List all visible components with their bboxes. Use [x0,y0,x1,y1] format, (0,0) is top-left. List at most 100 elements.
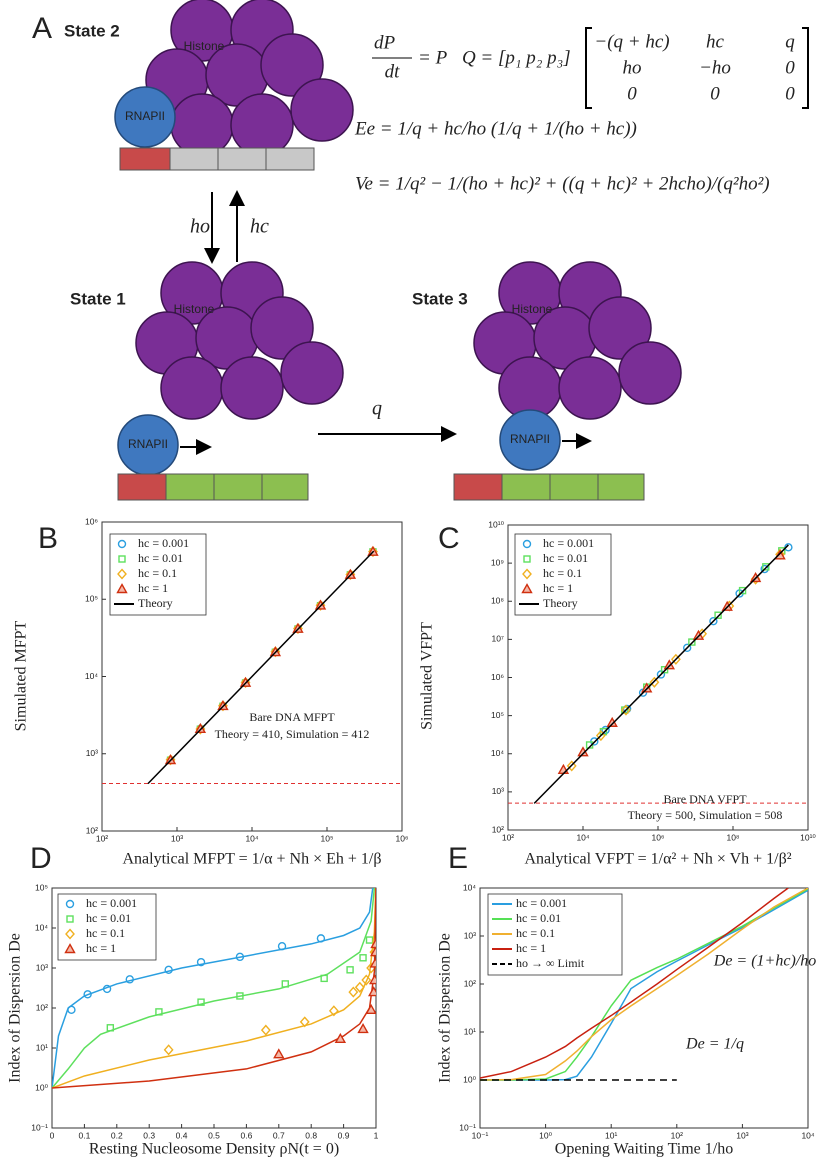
rnapii-label: RNAPII [125,109,165,123]
histone [260,33,324,97]
marker [641,682,653,693]
y-tick-label: 10⁴ [35,922,48,932]
x-tick-label: 1 [374,1130,379,1140]
histone [250,296,314,360]
x-tick-label: 0.1 [78,1130,90,1140]
y-tick-label: 10⁻¹ [459,1122,476,1132]
panel-letter: B [38,522,58,555]
y-tick-label: 10⁵ [85,594,98,604]
line [480,889,808,1081]
promoter [453,473,503,501]
x-tick-label: 0.7 [273,1130,285,1140]
dna-segment [265,147,315,171]
matrix-entry: 0 [785,83,795,104]
marker [354,981,365,993]
marker [116,583,128,594]
y-tick-label: 10³ [492,786,504,796]
marker [236,992,244,1000]
y-tick-label: 10⁷ [491,634,504,644]
histone [588,296,652,360]
annotation: Theory = 410, Simulation = 412 [215,727,370,741]
y-tick-label: 10³ [464,930,476,940]
line [480,888,808,1081]
x-tick-label: 0.2 [111,1130,123,1140]
x-tick-label: 0 [50,1130,55,1140]
rnapii-label: RNAPII [510,432,550,446]
histone-label: Histone [174,302,215,316]
state-label: State 3 [412,289,468,308]
y-tick-label: 10⁶ [85,516,98,526]
marker [370,937,376,949]
x-tick-label: 10⁴ [576,832,589,842]
histone [160,356,224,420]
marker [235,952,245,962]
legend-label: hc = 0.1 [138,566,177,580]
histone [558,356,622,420]
marker [299,1016,310,1028]
histone-label: Histone [512,302,553,316]
y-tick-label: 10² [492,824,504,834]
x-tick-label: 10² [502,832,514,842]
promoter [119,147,171,171]
marker [738,586,747,595]
y-axis-label: Index of Dispersion De [437,933,454,1083]
marker [688,638,696,646]
annotation: De = (1+hc)/ho [713,953,816,970]
marker [348,986,359,998]
dna-segment [165,473,215,501]
dna-segment [213,473,263,501]
x-tick-label: 10⁶ [396,833,409,843]
marker [621,704,631,716]
line [533,544,789,804]
x-tick-label: 10⁸ [726,832,739,842]
marker [595,730,606,742]
marker [762,563,770,571]
rate-label: hc [250,216,269,238]
marker [106,1024,115,1032]
legend-label: hc = 1 [138,581,168,595]
y-tick-label: 10⁰ [35,1082,48,1092]
legend-label: hc = 0.001 [138,536,189,550]
equation-part: dP⃗ [374,32,410,53]
marker [365,936,374,944]
legend-label: hc = 0.1 [86,926,125,940]
marker [369,946,376,957]
rate-label: ho [190,216,210,238]
legend-label: Theory [543,596,578,610]
panel-letter: C [438,522,460,555]
line [147,550,375,785]
marker [316,934,326,943]
y-tick-label: 10⁶ [491,672,504,682]
x-tick-label: 0.8 [305,1130,317,1140]
dna-segment [261,473,309,501]
matrix-bracket [585,27,809,109]
marker [65,899,75,909]
matrix-entry: hc [706,31,725,52]
promoter [117,473,167,501]
marker [521,583,533,594]
y-tick-label: 10¹⁰ [488,519,504,529]
x-tick-label: 10⁵ [321,833,334,843]
y-tick-label: 10⁵ [35,882,48,892]
y-axis-label: Index of Dispersion De [7,933,24,1083]
histone-label: Histone [184,39,225,53]
y-axis-label: Simulated VFPT [419,622,436,730]
y-tick-label: 10⁴ [491,748,504,758]
marker [118,555,126,563]
x-axis-label: Opening Waiting Time 1/ho [555,1141,733,1158]
marker [155,1008,163,1016]
line [480,888,808,1081]
marker [163,1044,174,1056]
y-tick-label: 10⁹ [491,557,504,567]
rnapii-label: RNAPII [128,437,168,451]
y-tick-label: 10⁴ [463,882,476,892]
rate-label: q [372,398,382,420]
y-tick-label: 10⁰ [463,1074,476,1084]
histone [618,341,682,405]
x-tick-label: 10⁰ [539,1130,552,1140]
x-tick-label: 10⁴ [801,1130,814,1140]
marker [523,555,531,563]
marker [260,1024,271,1036]
x-tick-label: 10¹ [605,1130,617,1140]
marker [670,653,681,665]
